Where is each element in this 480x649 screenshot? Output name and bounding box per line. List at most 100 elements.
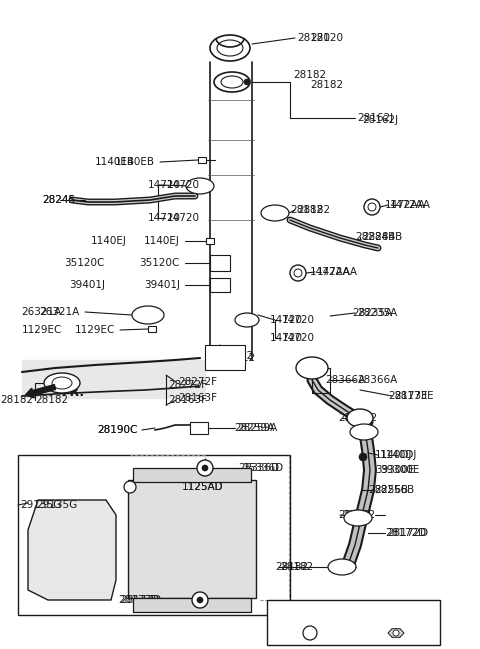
Text: 25336D: 25336D bbox=[242, 463, 283, 473]
Text: 28182: 28182 bbox=[0, 395, 33, 405]
Text: 14720: 14720 bbox=[282, 333, 315, 343]
Text: 29135G: 29135G bbox=[20, 500, 61, 510]
Text: 28177D: 28177D bbox=[120, 595, 161, 605]
Bar bbox=[148, 326, 156, 332]
Ellipse shape bbox=[261, 205, 289, 221]
Bar bbox=[210, 255, 230, 271]
Text: 1140DJ: 1140DJ bbox=[375, 450, 412, 460]
Text: 1140EJ: 1140EJ bbox=[91, 236, 127, 246]
Text: 28173E: 28173E bbox=[394, 391, 433, 401]
Text: 14720: 14720 bbox=[148, 180, 181, 190]
Ellipse shape bbox=[132, 306, 164, 324]
Bar bbox=[206, 238, 214, 244]
Text: 28182: 28182 bbox=[338, 413, 371, 423]
Text: 26321A: 26321A bbox=[40, 307, 80, 317]
Bar bbox=[267, 600, 440, 645]
Text: 28312: 28312 bbox=[222, 353, 255, 363]
Text: 28245: 28245 bbox=[42, 195, 75, 205]
Circle shape bbox=[359, 453, 367, 461]
Text: 28235A: 28235A bbox=[357, 308, 397, 318]
Text: 25336D: 25336D bbox=[238, 463, 279, 473]
Text: 28182: 28182 bbox=[297, 205, 330, 215]
Bar bbox=[205, 345, 245, 370]
Bar bbox=[210, 278, 230, 292]
Ellipse shape bbox=[217, 40, 243, 56]
Ellipse shape bbox=[186, 178, 214, 194]
Circle shape bbox=[192, 592, 208, 608]
Ellipse shape bbox=[296, 357, 328, 379]
Text: 28163F: 28163F bbox=[178, 393, 217, 403]
Ellipse shape bbox=[221, 76, 243, 88]
Text: 13396: 13396 bbox=[293, 605, 326, 615]
Circle shape bbox=[244, 79, 250, 85]
Text: 28172D: 28172D bbox=[387, 528, 428, 538]
Circle shape bbox=[202, 465, 208, 471]
Text: 14720: 14720 bbox=[167, 213, 200, 223]
Circle shape bbox=[393, 630, 399, 636]
Text: 28182: 28182 bbox=[293, 70, 326, 80]
Bar bbox=[133, 468, 251, 482]
Text: 28182: 28182 bbox=[310, 80, 343, 90]
Text: 1125GB: 1125GB bbox=[337, 608, 379, 618]
Bar bbox=[18, 455, 290, 615]
Text: 28182: 28182 bbox=[35, 395, 68, 405]
Ellipse shape bbox=[235, 313, 259, 327]
Ellipse shape bbox=[52, 377, 72, 389]
Text: 28182: 28182 bbox=[344, 413, 377, 423]
Text: 28256B: 28256B bbox=[368, 485, 408, 495]
Text: 28182: 28182 bbox=[338, 510, 371, 520]
Circle shape bbox=[364, 199, 380, 215]
Text: 39401J: 39401J bbox=[144, 280, 180, 290]
Text: 28120: 28120 bbox=[310, 33, 343, 43]
Text: 28259A: 28259A bbox=[237, 423, 277, 433]
Bar bbox=[198, 157, 206, 163]
Text: 28163F: 28163F bbox=[168, 395, 207, 405]
Circle shape bbox=[197, 460, 213, 476]
Text: 1125AD: 1125AD bbox=[182, 482, 224, 492]
Text: 14720: 14720 bbox=[282, 315, 315, 325]
Text: 1472AA: 1472AA bbox=[385, 200, 426, 210]
Text: 28182: 28182 bbox=[342, 510, 375, 520]
Circle shape bbox=[124, 481, 136, 493]
Text: 14720: 14720 bbox=[167, 180, 200, 190]
Text: 28182: 28182 bbox=[290, 205, 323, 215]
Text: 1129EC: 1129EC bbox=[74, 325, 115, 335]
Circle shape bbox=[294, 269, 302, 277]
Text: 28235A: 28235A bbox=[352, 308, 392, 318]
Text: 28312: 28312 bbox=[220, 351, 253, 361]
Text: 28162J: 28162J bbox=[362, 115, 398, 125]
Text: 28284B: 28284B bbox=[362, 232, 402, 242]
Text: 1140EB: 1140EB bbox=[115, 157, 155, 167]
Text: 1140EJ: 1140EJ bbox=[144, 236, 180, 246]
Text: 28272F: 28272F bbox=[168, 380, 207, 390]
Circle shape bbox=[368, 203, 376, 211]
Text: 14720: 14720 bbox=[270, 315, 303, 325]
Text: 28245: 28245 bbox=[42, 195, 75, 205]
Ellipse shape bbox=[350, 424, 378, 440]
Text: 28177D: 28177D bbox=[118, 595, 159, 605]
Text: 14720: 14720 bbox=[148, 213, 181, 223]
Ellipse shape bbox=[347, 409, 373, 427]
Ellipse shape bbox=[44, 373, 80, 393]
Text: 28182: 28182 bbox=[280, 562, 313, 572]
Text: 28259A: 28259A bbox=[234, 423, 274, 433]
Text: 1472AA: 1472AA bbox=[390, 200, 431, 210]
Text: 35120C: 35120C bbox=[65, 258, 105, 268]
Bar bbox=[190, 422, 208, 434]
Ellipse shape bbox=[214, 72, 250, 92]
Ellipse shape bbox=[210, 35, 250, 61]
Text: 28366A: 28366A bbox=[325, 375, 365, 385]
Circle shape bbox=[303, 626, 317, 640]
Text: 13396: 13396 bbox=[269, 608, 302, 618]
Text: 28256B: 28256B bbox=[374, 485, 414, 495]
Text: 39300E: 39300E bbox=[380, 465, 420, 475]
Text: 39300E: 39300E bbox=[375, 465, 414, 475]
Text: 28172D: 28172D bbox=[385, 528, 426, 538]
Text: 14720: 14720 bbox=[270, 333, 303, 343]
Ellipse shape bbox=[344, 510, 372, 526]
Polygon shape bbox=[388, 629, 404, 637]
Circle shape bbox=[290, 265, 306, 281]
Circle shape bbox=[197, 597, 203, 603]
Polygon shape bbox=[28, 500, 116, 600]
Text: 28182: 28182 bbox=[275, 562, 308, 572]
